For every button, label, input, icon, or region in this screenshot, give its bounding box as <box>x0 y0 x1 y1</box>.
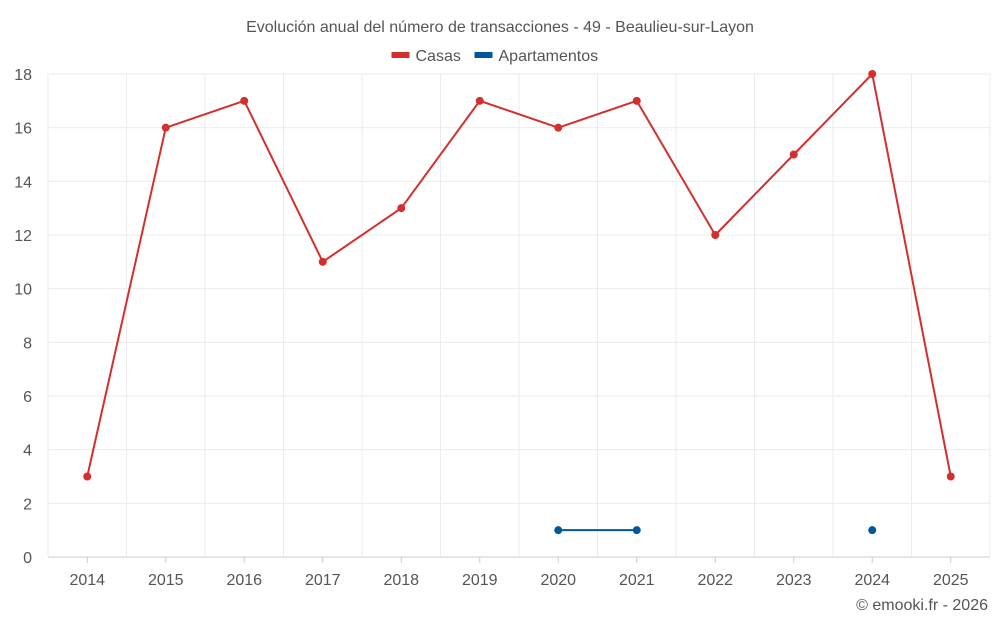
x-tick-label: 2017 <box>305 572 341 589</box>
series-line <box>86 73 952 477</box>
data-point <box>318 257 327 266</box>
data-point <box>868 70 877 78</box>
y-tick-label: 14 <box>14 174 32 191</box>
x-tick-label: 2015 <box>148 572 184 589</box>
data-point <box>789 150 798 159</box>
x-tick-label: 2016 <box>226 572 262 589</box>
data-point <box>554 123 563 132</box>
y-tick-label: 4 <box>23 443 32 460</box>
legend-swatch <box>474 52 493 58</box>
x-tick-label: 2019 <box>462 572 498 589</box>
x-tick-label: 2021 <box>619 572 655 589</box>
data-point <box>240 96 249 105</box>
data-point <box>475 96 484 105</box>
data-point <box>161 123 170 132</box>
legend-item-apartamentos: Apartamentos <box>474 48 599 65</box>
y-tick-labels: 0 2 4 6 8 10 12 14 16 18 <box>14 67 32 567</box>
data-point <box>868 526 877 535</box>
data-point <box>632 96 641 105</box>
data-point <box>632 526 641 535</box>
legend-item-casas: Casas <box>391 48 461 65</box>
y-tick-label: 16 <box>14 121 32 138</box>
x-tick-label: 2020 <box>540 572 576 589</box>
y-tick-label: 10 <box>14 282 32 299</box>
x-gridlines <box>47 74 991 557</box>
y-tick-label: 8 <box>23 335 32 352</box>
data-point <box>83 472 92 481</box>
data-point <box>946 472 955 481</box>
data-point <box>554 526 563 535</box>
data-point <box>397 204 406 213</box>
legend-label: Casas <box>416 48 461 65</box>
y-tick-label: 2 <box>23 496 32 513</box>
x-tick-labels: 2014 2015 2016 2017 2018 2019 2020 2021 2022 2023… <box>69 557 969 589</box>
x-tick-label: 2018 <box>383 572 419 589</box>
y-tick-label: 18 <box>14 67 32 84</box>
y-tick-label: 0 <box>23 550 32 567</box>
chart-title: Evolución anual del número de transaccio… <box>246 19 754 36</box>
series-casas <box>83 70 955 481</box>
x-tick-label: 2025 <box>933 572 969 589</box>
x-tick-label: 2014 <box>69 572 105 589</box>
data-point <box>711 231 720 239</box>
legend-label: Apartamentos <box>499 48 599 65</box>
copyright-footer: © emooki.fr - 2026 <box>856 597 988 614</box>
x-tick-label: 2023 <box>776 572 812 589</box>
legend: Casas Apartamentos <box>391 48 599 65</box>
y-tick-label: 6 <box>23 389 32 406</box>
x-tick-label: 2022 <box>697 572 733 589</box>
y-tick-label: 12 <box>14 228 32 245</box>
series-apartamentos <box>554 526 877 535</box>
legend-swatch <box>391 52 410 58</box>
series-layer <box>83 70 955 535</box>
x-tick-label: 2024 <box>854 572 890 589</box>
